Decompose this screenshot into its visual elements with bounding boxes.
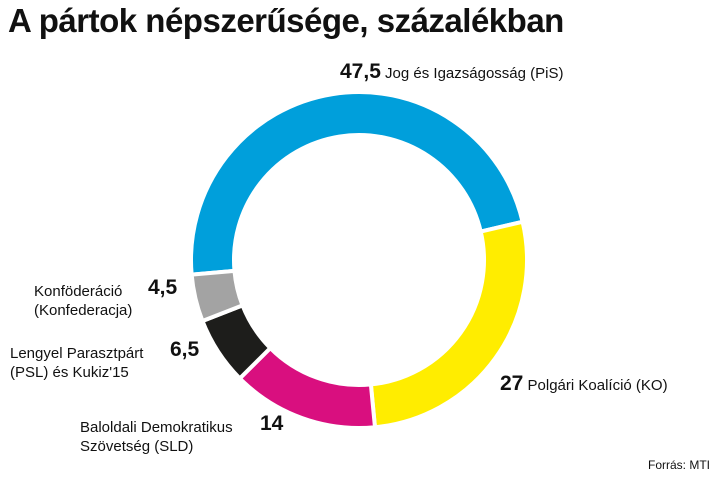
- slice-ko: [368, 219, 529, 430]
- party-psl-line1: Lengyel Parasztpárt: [10, 345, 144, 362]
- label-psl: Lengyel Parasztpárt (PSL) és Kukiz'15 6,…: [10, 339, 199, 382]
- party-sld-line1: Baloldali Demokratikus: [80, 419, 233, 436]
- party-sld-line2: Szövetség (SLD): [80, 438, 194, 455]
- party-psl-line2: (PSL) és Kukiz'15: [10, 364, 129, 381]
- label-sld: Baloldali Demokratikus Szövetség (SLD) 1…: [80, 413, 283, 456]
- value-konf: 4,5: [148, 276, 178, 299]
- slice-pis: [189, 89, 526, 277]
- value-pis: 47,5: [340, 60, 381, 83]
- party-pis: Jog és Igazságosság (PiS): [385, 65, 564, 82]
- slice-konfederacja: [189, 268, 246, 324]
- party-ko: Polgári Koalíció (KO): [527, 377, 668, 394]
- label-konfederacja: Konföderáció (Konfederacja) 4,5: [34, 277, 177, 320]
- value-psl: 6,5: [170, 338, 200, 361]
- value-sld: 14: [260, 412, 284, 435]
- chart-title: A pártok népszerűsége, százalékban: [8, 2, 564, 39]
- label-pis: 47,5 Jog és Igazságosság (PiS): [340, 60, 564, 83]
- label-ko: 27 Polgári Koalíció (KO): [500, 372, 668, 395]
- value-ko: 27: [500, 372, 524, 395]
- party-konf-line1: Konföderáció: [34, 283, 123, 300]
- party-konf-line2: (Konfederacja): [34, 302, 133, 319]
- source-note: Forrás: MTI: [648, 458, 710, 472]
